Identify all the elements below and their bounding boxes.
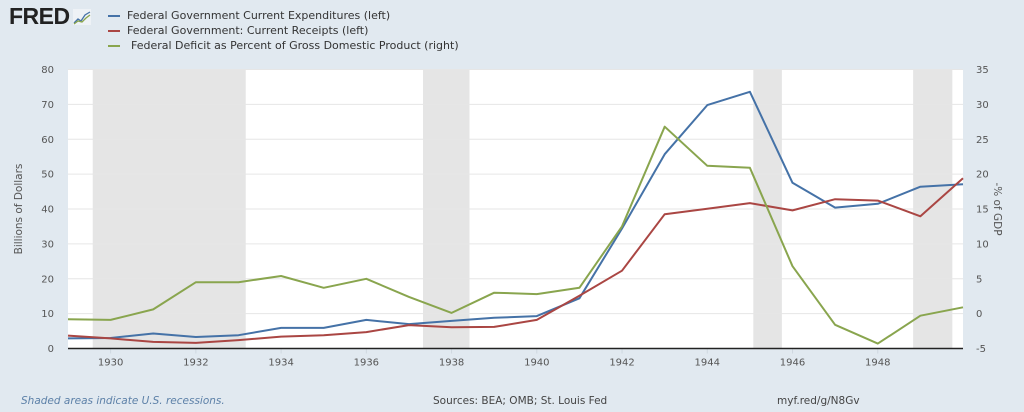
y-left-tick-label: 80 <box>41 65 54 76</box>
y-left-tick-label: 0 <box>48 344 54 355</box>
y-right-tick-label: -5 <box>976 344 986 355</box>
legend-swatch-deficit <box>108 44 120 47</box>
chart-legend: Federal Government Current Expenditures … <box>108 8 459 53</box>
y-left-tick-label: 10 <box>41 309 54 320</box>
y-left-tick-label: 60 <box>41 135 54 146</box>
y-axis-left-ticks: 0 10 20 30 40 50 60 70 80 <box>41 65 54 355</box>
series-group <box>67 90 964 345</box>
y-axis-left-title: Billions of Dollars <box>13 164 25 255</box>
short-link[interactable]: myf.red/g/N8Gv <box>777 395 860 407</box>
fred-chart-icon <box>72 8 91 25</box>
y-right-tick-label: 35 <box>976 65 989 76</box>
x-tick-label: 1942 <box>609 358 634 369</box>
series-expenditures-line <box>67 90 964 340</box>
x-tick-label: 1946 <box>780 358 805 369</box>
y-right-tick-label: 30 <box>976 100 989 111</box>
legend-label: Federal Government Current Expenditures … <box>127 9 391 22</box>
x-tick-label: 1930 <box>98 358 123 369</box>
x-tick-label: 1932 <box>183 358 208 369</box>
y-axis-right-title: -% of GDP <box>991 182 1003 235</box>
y-axis-right-ticks: -5 0 5 10 15 20 25 30 35 <box>976 65 989 355</box>
y-left-tick-label: 40 <box>41 205 54 216</box>
y-left-tick-label: 50 <box>41 170 54 181</box>
y-left-tick-label: 20 <box>41 274 54 285</box>
legend-swatch-expenditures <box>108 14 120 17</box>
series-receipts-line <box>67 177 964 344</box>
sources-text: Sources: BEA; OMB; St. Louis Fed <box>433 395 608 407</box>
y-left-tick-label: 30 <box>41 239 54 250</box>
legend-item-expenditures[interactable]: Federal Government Current Expenditures … <box>108 8 459 23</box>
y-right-tick-label: 25 <box>976 135 989 146</box>
y-right-tick-label: 0 <box>976 309 982 320</box>
x-tick-label: 1948 <box>865 358 890 369</box>
legend-item-deficit[interactable]: Federal Deficit as Percent of Gross Dome… <box>108 38 459 53</box>
logo-text: FRED <box>9 3 70 29</box>
x-tick-label: 1938 <box>439 358 464 369</box>
y-right-tick-label: 5 <box>976 274 982 285</box>
y-right-tick-label: 10 <box>976 239 989 250</box>
y-left-tick-label: 70 <box>41 100 54 111</box>
y-right-tick-label: 15 <box>976 205 989 216</box>
fred-logo[interactable]: FRED <box>9 5 91 28</box>
legend-label: Federal Government: Current Receipts (le… <box>127 24 369 37</box>
x-axis-ticks: 1930 1932 1934 1936 1938 1940 1942 1944 1946 1948 <box>98 348 890 369</box>
x-tick-label: 1944 <box>695 358 720 369</box>
x-tick-label: 1936 <box>354 358 379 369</box>
recession-note: Shaded areas indicate U.S. recessions. <box>21 395 225 407</box>
x-tick-label: 1940 <box>524 358 549 369</box>
legend-swatch-receipts <box>108 29 120 32</box>
legend-item-receipts[interactable]: Federal Government: Current Receipts (le… <box>108 23 459 38</box>
legend-label: Federal Deficit as Percent of Gross Dome… <box>131 39 459 52</box>
gridlines <box>68 69 963 315</box>
series-deficit-line <box>67 125 964 345</box>
y-right-tick-label: 20 <box>976 170 989 181</box>
x-tick-label: 1934 <box>268 358 293 369</box>
